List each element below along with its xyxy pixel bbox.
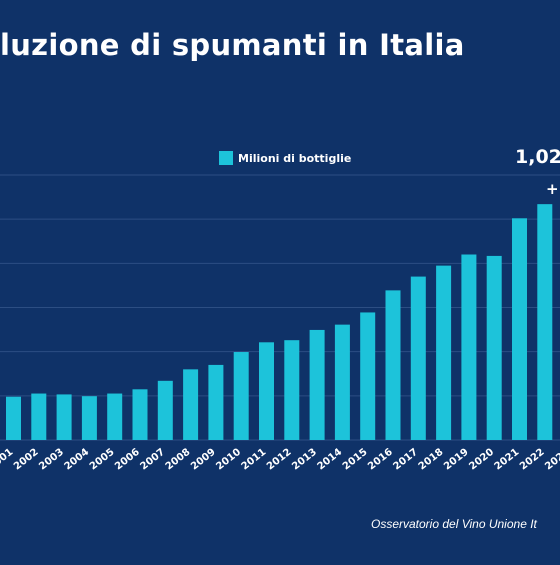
legend-swatch (219, 151, 233, 165)
bar-2004 (81, 396, 97, 440)
legend-label: Milioni di bottiglie (238, 151, 352, 165)
bar-2007 (157, 380, 173, 440)
bar-2012 (284, 340, 300, 440)
x-tick-label: 2023 (543, 447, 560, 473)
x-tick-label: 2002 (12, 447, 41, 473)
annotation-value: 1,02 (515, 146, 560, 168)
x-tick-label: 2010 (214, 447, 243, 473)
x-tick-label: 2004 (63, 447, 92, 473)
chart-title: luzione di spumanti in Italia (0, 28, 465, 62)
x-tick-label: 2019 (442, 447, 471, 473)
bar-2005 (107, 393, 123, 440)
x-tick-label: 2015 (341, 447, 370, 473)
x-tick-label: 2003 (37, 447, 66, 473)
bar-2003 (56, 394, 72, 440)
bar-2016 (385, 290, 401, 440)
x-tick-label: 2006 (113, 447, 142, 473)
bar-2020 (486, 255, 502, 440)
bar-2013 (309, 329, 325, 440)
bar-2019 (461, 254, 477, 440)
bar-2009 (208, 364, 224, 440)
x-tick-label: 2018 (417, 447, 446, 473)
x-tick-label: 2005 (88, 447, 117, 473)
bar-2018 (436, 265, 452, 440)
x-tick-label: 2013 (290, 447, 319, 473)
bar-2010 (233, 352, 249, 440)
bar-2002 (31, 393, 47, 440)
bar-2008 (183, 369, 199, 440)
x-tick-label: 2007 (138, 447, 167, 473)
x-tick-label: 2001 (0, 447, 15, 473)
x-tick-label: 2011 (240, 447, 269, 473)
x-tick-label: 2016 (366, 447, 395, 473)
x-tick-label: 2012 (265, 447, 294, 473)
x-tick-label: 2020 (467, 447, 496, 473)
legend: Milioni di bottiglie (219, 151, 351, 165)
bar-2017 (410, 276, 426, 440)
x-tick-label: 2022 (518, 447, 547, 473)
bar-2014 (334, 324, 350, 440)
x-tick-label: 2017 (391, 447, 420, 473)
bar-2011 (259, 342, 274, 440)
bar-2021 (512, 218, 527, 440)
source-note: Osservatorio del Vino Unione It (371, 517, 537, 531)
annotation-change: + (546, 180, 559, 198)
x-tick-label: 2008 (164, 447, 193, 473)
x-tick-label: 2014 (316, 447, 345, 473)
bar-2006 (132, 389, 148, 440)
bar-2001 (6, 396, 21, 440)
bar-2015 (360, 312, 376, 440)
x-tick-label: 2021 (493, 447, 522, 473)
bar-2022 (537, 204, 553, 440)
x-tick-label: 2009 (189, 447, 218, 473)
